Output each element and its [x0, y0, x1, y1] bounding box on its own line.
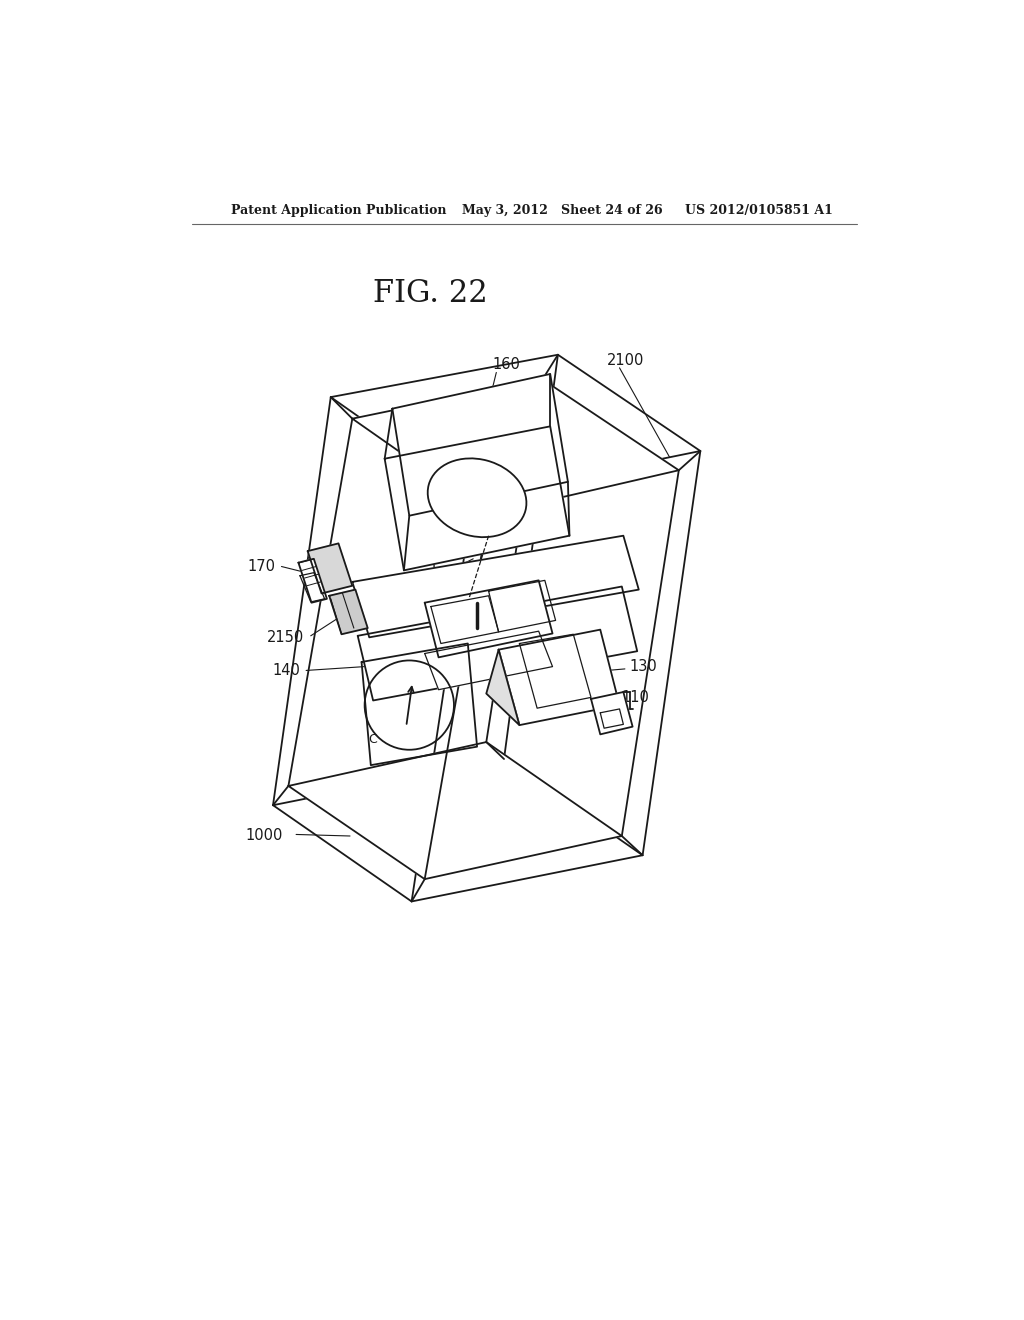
Polygon shape: [331, 355, 700, 498]
Text: 140: 140: [272, 663, 300, 678]
Text: L: L: [432, 562, 440, 577]
Text: 110: 110: [622, 690, 649, 705]
Text: C: C: [369, 733, 378, 746]
Text: 2150: 2150: [266, 630, 304, 645]
Polygon shape: [425, 631, 553, 689]
Polygon shape: [273, 759, 643, 902]
Polygon shape: [289, 742, 622, 879]
Text: 1000: 1000: [246, 829, 283, 843]
Text: US 2012/0105851 A1: US 2012/0105851 A1: [685, 205, 833, 218]
Polygon shape: [307, 544, 352, 594]
Polygon shape: [425, 581, 553, 657]
Text: Patent Application Publication: Patent Application Publication: [230, 205, 446, 218]
Polygon shape: [486, 649, 519, 725]
Text: 130: 130: [630, 659, 657, 675]
Polygon shape: [330, 590, 368, 635]
Text: FIG. 22: FIG. 22: [374, 277, 488, 309]
Text: 126: 126: [459, 583, 486, 599]
Polygon shape: [385, 426, 569, 570]
Polygon shape: [352, 379, 679, 515]
Text: 170: 170: [248, 558, 275, 574]
Ellipse shape: [428, 458, 526, 537]
Polygon shape: [499, 630, 620, 725]
Polygon shape: [392, 374, 568, 516]
Text: 160: 160: [493, 358, 520, 372]
Polygon shape: [357, 586, 637, 701]
Text: May 3, 2012   Sheet 24 of 26: May 3, 2012 Sheet 24 of 26: [462, 205, 663, 218]
Polygon shape: [591, 692, 633, 734]
Polygon shape: [298, 558, 327, 603]
Text: 2100: 2100: [606, 352, 644, 368]
Polygon shape: [352, 536, 639, 638]
